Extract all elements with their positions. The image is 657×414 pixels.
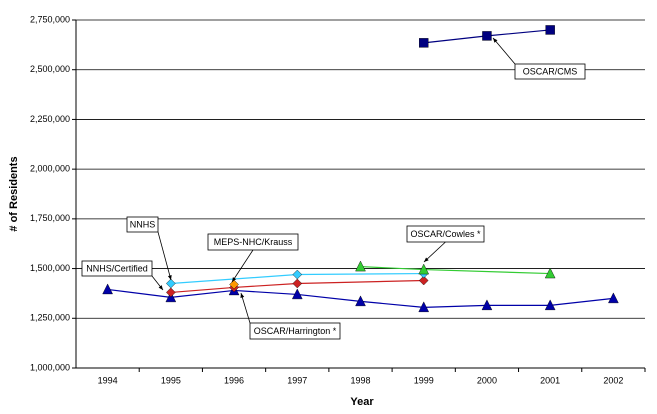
callout-box [249, 322, 341, 340]
callout-box [81, 260, 153, 277]
legend-label: NNHS/Certified [86, 263, 148, 273]
x-tick-label: 1995 [161, 375, 181, 385]
callout-arrow [231, 249, 254, 283]
legend-label: NNHS [130, 219, 156, 229]
callout-arrow [423, 241, 446, 263]
marker [292, 278, 303, 289]
callout-arrowhead [424, 257, 429, 262]
callout-box [406, 225, 485, 243]
marker [481, 299, 493, 311]
x-tick-label: 1997 [287, 375, 307, 385]
legend-label: OSCAR/CMS [523, 66, 578, 76]
callout-arrowhead [158, 285, 163, 290]
x-tick-label: 1996 [224, 375, 244, 385]
marker [166, 278, 176, 289]
x-tick-label: 2000 [477, 375, 497, 385]
legend-label: OSCAR/Cowles * [410, 229, 481, 239]
callout-arrowhead [240, 293, 245, 298]
marker [229, 279, 239, 290]
callout-arrow [240, 292, 251, 324]
x-tick-label: 1998 [350, 375, 370, 385]
x-tick-label: 2001 [540, 375, 560, 385]
y-tick-label: 1,250,000 [30, 313, 70, 323]
y-axis-title: # of Residents [8, 156, 20, 231]
marker [544, 299, 556, 311]
y-tick-label: 2,250,000 [30, 114, 70, 124]
marker [355, 295, 366, 307]
y-tick-label: 2,750,000 [30, 14, 70, 24]
marker [545, 25, 555, 35]
callout-arrowhead [167, 275, 172, 280]
y-tick-label: 1,500,000 [30, 263, 70, 273]
callout-arrowhead [493, 38, 498, 43]
y-tick-label: 1,750,000 [30, 213, 70, 223]
marker [418, 301, 430, 313]
series-line [170, 279, 424, 294]
y-tick-label: 2,000,000 [30, 164, 70, 174]
x-tick-label: 1999 [414, 375, 434, 385]
legend-label: MEPS-NHC/Krauss [214, 237, 293, 247]
callout-arrowhead [232, 277, 237, 282]
marker [608, 292, 619, 304]
marker [291, 288, 303, 300]
callout-arrow [157, 231, 172, 281]
x-tick-label: 1994 [98, 375, 118, 385]
marker [418, 275, 429, 286]
marker [355, 260, 366, 272]
callout-box [126, 216, 159, 233]
y-tick-label: 1,000,000 [30, 362, 70, 372]
callout-box [207, 233, 299, 251]
marker [482, 31, 492, 41]
callout-arrow [492, 37, 516, 65]
marker [544, 267, 556, 279]
marker [418, 263, 430, 275]
x-axis-title: Year [350, 396, 374, 408]
marker [102, 283, 113, 295]
x-tick-label: 2002 [603, 375, 623, 385]
marker [292, 269, 303, 280]
marker [419, 38, 429, 48]
marker [166, 287, 176, 298]
y-tick-label: 2,500,000 [30, 64, 70, 74]
callout-box [514, 63, 586, 80]
legend-label: OSCAR/Harrington * [254, 326, 337, 336]
